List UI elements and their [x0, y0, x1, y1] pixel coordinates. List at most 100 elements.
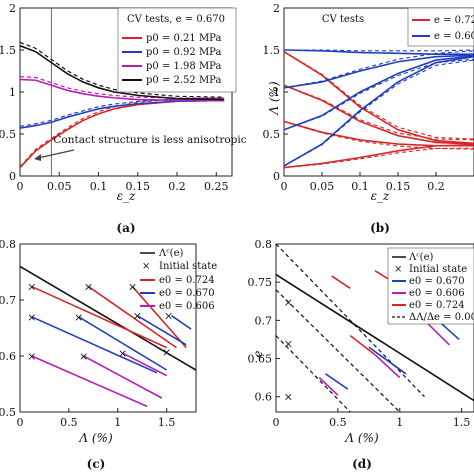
- pc-series-2-seg-2: [136, 314, 187, 346]
- pb-series-1-dashed: [284, 120, 474, 150]
- pa-xtick-4: 0.2: [168, 180, 186, 193]
- pb-xtick-1: 0.05: [310, 180, 335, 193]
- panel-d-legend-entry-3: e0 = 0.606: [409, 288, 465, 299]
- pb-series-3: [284, 50, 474, 145]
- pd-ytick-0: 0.6: [255, 391, 273, 404]
- panel-d-xlabel: Λ (%): [344, 431, 379, 445]
- pa-series-2: [20, 78, 225, 102]
- pa-annotation-arrow: [37, 149, 75, 159]
- pa-series-1: [20, 99, 225, 129]
- panel-a-xlabel: ε_z: [117, 189, 136, 203]
- panel-a: 0 0.05 0.1 0.15 0.2 0.25 0 0.5 1 1.5 2 ε_z CV test…: [0, 2, 247, 235]
- pb-series-2: [284, 84, 474, 145]
- panel-a-annotation: Contact structure is less anisotropic: [53, 134, 246, 146]
- pc-xtick-1: 0.5: [60, 416, 78, 429]
- panel-a-legend-title: CV tests, e = 0.670: [127, 14, 225, 25]
- pb-series-3-dashed: [284, 51, 474, 140]
- pb-series-4-dashed: [284, 59, 474, 167]
- pa-series-3: [20, 45, 225, 101]
- panel-c-label: (c): [87, 457, 106, 471]
- pb-series-2-dashed: [284, 84, 474, 141]
- panel-c: 0 0.5 1 1.50.50.60.70.8× × ××× × ×× × × × Λ (%) Λᶜ…: [0, 238, 217, 471]
- pc-initial-point-0: ×: [27, 281, 36, 294]
- panel-c-legend-marker-1: ×: [142, 261, 150, 272]
- pb-series-6: [284, 54, 474, 89]
- panel-c-legend-entry-0: Λᶜ(e): [158, 248, 184, 259]
- pb-series-5-dashed: [284, 58, 474, 131]
- pa-series-2-dashed: [20, 76, 225, 99]
- pc-ytick-3: 0.8: [0, 238, 16, 251]
- pd-initial-point-1: ×: [284, 337, 293, 350]
- pc-initial-point-7: ×: [27, 350, 36, 363]
- panel-d-legend-entry-5: ΔΛ/Δe = 0.00: [409, 312, 474, 323]
- pc-initial-point-8: ×: [79, 350, 88, 363]
- panel-c-legend-entry-3: e0 = 0.670: [159, 288, 215, 299]
- pc-series-3-seg-1: [83, 355, 163, 399]
- pd-series-3-seg-2: [325, 373, 349, 390]
- pd-ytick-1: 0.65: [248, 353, 273, 366]
- pd-series-0: [276, 273, 474, 402]
- panel-c-legend-entry-2: e0 = 0.724: [159, 275, 215, 286]
- pb-series-7: [284, 49, 474, 56]
- panel-c-xlabel: Λ (%): [78, 431, 113, 445]
- pc-series-2-seg-0: [31, 316, 158, 374]
- panel-a-legend-entry-2: p0 = 1.98 MPa: [146, 61, 221, 72]
- pa-xtick-0: 0: [17, 180, 24, 193]
- pd-series-4-seg-1: [374, 354, 401, 379]
- panel-a-legend-entry-3: p0 = 2.52 MPa: [146, 75, 221, 86]
- panel-d: 0 0.5 1 1.5 0.6 0.65 0.7 0.75 0.8 × × × Λ (%) e Λᶜ(…: [248, 238, 474, 471]
- pb-series-0-dashed: [284, 147, 474, 169]
- pd-series-1-seg-2: [276, 335, 351, 412]
- panel-d-ylabel: e: [251, 350, 265, 357]
- pc-initial-point-6: ×: [133, 310, 142, 323]
- panel-c-legend-entry-4: e0 = 0.606: [159, 301, 215, 312]
- pd-series-1-seg-1: [276, 289, 401, 412]
- pc-frame: [19, 243, 197, 413]
- pc-initial-point-5: ×: [74, 311, 83, 324]
- panel-d-legend-entry-1: Initial state: [409, 264, 467, 275]
- pd-xtick-3: 1.5: [453, 416, 471, 429]
- pc-series-3-seg-0: [31, 355, 148, 408]
- pa-plot-area: [20, 8, 225, 176]
- panel-d-legend-entry-2: e0 = 0.670: [409, 276, 465, 287]
- pd-xtick-2: 1: [396, 416, 403, 429]
- panel-b-legend: CV tests e = 0.72 e = 0.60: [322, 7, 474, 47]
- pb-xtick-4: 0.2: [427, 180, 445, 193]
- pa-ytick-4: 2: [9, 2, 16, 15]
- pb-xtick-0: 0: [281, 180, 288, 193]
- pc-initial-point-3: ×: [164, 310, 173, 323]
- pd-ytick-4: 0.8: [255, 238, 273, 251]
- pc-initial-point-1: ×: [84, 281, 93, 294]
- pb-ytick-4: 2: [273, 2, 280, 15]
- pa-ytick-0: 0: [9, 170, 16, 183]
- panel-c-legend: Λᶜ(e) × Initial state e0 = 0.724 e0 = 0.…: [140, 248, 217, 312]
- pd-plot-area: × × ×: [276, 244, 474, 412]
- panel-d-label: (d): [352, 457, 372, 471]
- pb-ytick-3: 1.5: [263, 44, 281, 57]
- pb-series-7-dashed: [284, 49, 474, 52]
- pd-ytick-3: 0.75: [248, 276, 273, 289]
- pa-xtick-1: 0.05: [47, 180, 72, 193]
- pa-annotation-arrowhead: [34, 154, 41, 161]
- pc-plot-area: × × × × × × × × × × ×: [20, 265, 196, 408]
- panel-b: 0 0.05 0.1 0.15 0.2 0 0.5 1 1.5 2 ε_z Λ (%) CV te…: [263, 2, 474, 235]
- pd-initial-point-0: ×: [284, 296, 293, 309]
- panel-d-legend-entry-0: Λᶜ(e): [408, 252, 434, 263]
- pc-series-0: [20, 265, 196, 371]
- panel-d-legend: Λᶜ(e) × Initial state e0 = 0.670 e0 = 0.…: [387, 247, 474, 325]
- panel-a-legend: CV tests, e = 0.670 p0 = 0.21 MPa p0 = 0…: [117, 7, 237, 93]
- pc-ytick-0: 0.5: [0, 406, 16, 419]
- pc-xtick-0: 0: [17, 416, 24, 429]
- pd-series-1-seg-0: [276, 244, 425, 398]
- pd-xtick-0: 0: [273, 416, 280, 429]
- panel-c-legend-entry-1: Initial state: [159, 261, 217, 272]
- pd-series-4-seg-0: [423, 319, 450, 346]
- pa-ytick-3: 1.5: [0, 44, 16, 57]
- panel-a-label: (a): [116, 221, 135, 235]
- pb-plot-area: [284, 49, 474, 169]
- pc-xtick-3: 1.5: [158, 416, 176, 429]
- pb-xtick-2: 0.1: [351, 180, 369, 193]
- pc-xtick-2: 1: [114, 416, 121, 429]
- pa-series-3-dashed: [20, 41, 225, 98]
